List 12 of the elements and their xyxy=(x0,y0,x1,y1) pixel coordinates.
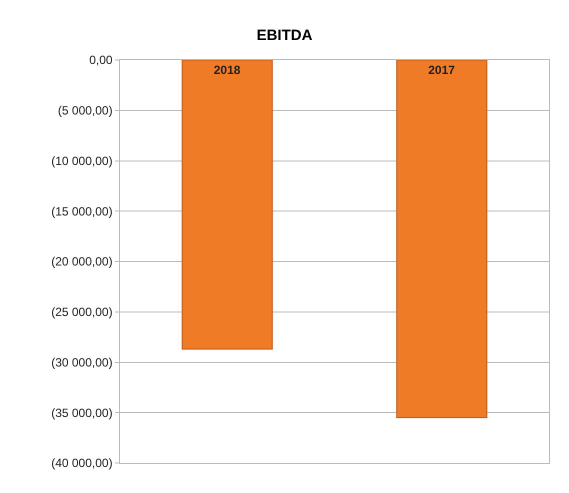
y-tick-label: (25 000,00) xyxy=(51,305,113,320)
y-tick-label: (10 000,00) xyxy=(51,154,113,168)
y-tick-label: (20 000,00) xyxy=(51,254,113,269)
y-tick-label: (15 000,00) xyxy=(51,204,113,218)
x-tick-label: 2018 xyxy=(214,63,241,77)
y-tick-label: (40 000,00) xyxy=(51,456,113,470)
y-tick-label: (5 000,00) xyxy=(58,104,113,118)
x-tick-label: 2017 xyxy=(428,63,456,77)
y-tick-label: (35 000,00) xyxy=(51,406,113,420)
y-tick-label: 0,00 xyxy=(89,53,113,68)
y-tick-label: (30 000,00) xyxy=(51,355,113,370)
chart-title: EBITDA xyxy=(256,27,313,44)
